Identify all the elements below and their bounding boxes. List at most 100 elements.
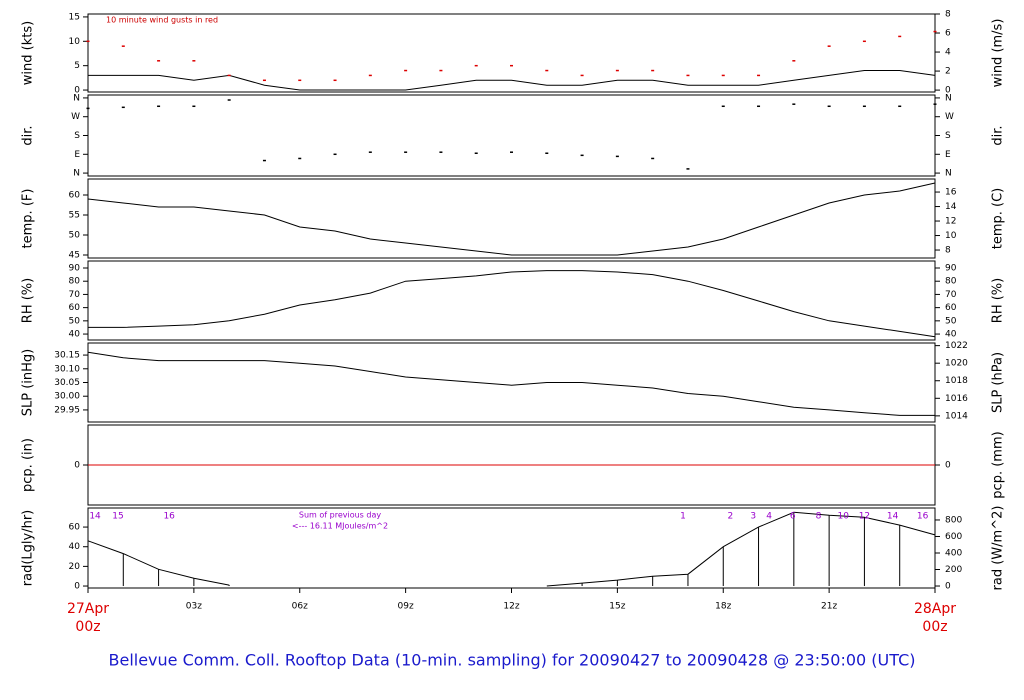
y-tick-label: 0 [74, 86, 80, 96]
y-tick-label: N [73, 169, 80, 179]
data-point [545, 69, 549, 72]
hour-mark: 10 [838, 512, 850, 522]
y2-tick-label: 0 [945, 582, 951, 592]
data-point [615, 69, 619, 72]
data-point [545, 152, 549, 154]
y2-tick-label: W [945, 112, 954, 122]
data-point [121, 106, 125, 109]
y-tick-label: 45 [69, 251, 80, 261]
y-tick-label: S [74, 131, 80, 141]
y-tick-label: 0 [74, 582, 80, 592]
hour-mark: 4 [766, 512, 772, 522]
y-tick-label: E [74, 150, 80, 160]
data-point [862, 40, 866, 43]
y2-tick-label: 8 [945, 10, 951, 20]
data-line [87, 511, 936, 587]
data-point [721, 105, 725, 108]
y2-tick-label: 50 [945, 316, 957, 326]
x-tick-label: 06z [292, 602, 308, 612]
data-point [404, 151, 408, 153]
data-point [439, 151, 443, 153]
y2-tick-label: 800 [945, 515, 962, 525]
data-point [757, 74, 761, 77]
y-axis-label: wind (kts) [21, 21, 36, 85]
start-date: 27Apr [67, 601, 109, 617]
hour-mark: 16 [917, 512, 929, 522]
panel-frame [87, 13, 936, 93]
y-tick-label: 10 [69, 37, 81, 47]
y2-tick-label: 0 [945, 461, 951, 471]
hour-mark: 16 [163, 512, 175, 522]
panel-frame [87, 178, 936, 259]
data-point [827, 45, 831, 47]
data-point [474, 64, 478, 67]
note: Sum of previous day [299, 511, 381, 520]
data-point [757, 105, 761, 108]
y-tick-label: 40 [69, 330, 81, 340]
y-tick-label: N [73, 93, 80, 103]
y-tick-label: 0 [74, 461, 80, 471]
data-point [368, 74, 372, 77]
data-point [86, 107, 90, 110]
hour-mark: 15 [112, 512, 123, 522]
data-line [87, 351, 935, 416]
y2-tick-label: 4 [945, 48, 951, 58]
y2-tick-label: N [945, 93, 952, 103]
data-point [298, 157, 302, 160]
y2-tick-label: 10 [945, 231, 957, 241]
y-tick-label: 30.05 [54, 378, 80, 388]
note: <--- 16.11 MJoules/m^2 [292, 522, 388, 531]
y2-tick-label: E [945, 150, 951, 160]
y-tick-label: 50 [69, 316, 81, 326]
y2-axis-label: RH (%) [991, 278, 1006, 323]
y2-axis-label: dir. [991, 125, 1006, 145]
hour-mark: 14 [89, 512, 101, 522]
data-point [933, 30, 937, 33]
x-tick-label: 00z [75, 619, 100, 635]
data-point [157, 60, 161, 62]
y-tick-label: 80 [69, 277, 81, 287]
y2-tick-label: 40 [945, 330, 957, 340]
y-tick-label: 29.95 [54, 405, 80, 415]
panel-frame [87, 260, 936, 341]
y2-axis-label: temp. (C) [991, 188, 1006, 250]
y2-tick-label: N [945, 169, 952, 179]
y-tick-label: 60 [69, 523, 81, 533]
data-point [192, 105, 196, 108]
data-point [262, 159, 266, 162]
y-axis-label: dir. [21, 125, 36, 145]
panel-frame [87, 507, 936, 589]
data-point [651, 157, 655, 160]
x-tick-label: 00z [922, 619, 947, 635]
y-axis-label: RH (%) [21, 278, 36, 323]
data-line [88, 70, 936, 91]
panel-frame [87, 342, 936, 423]
data-point [686, 168, 690, 170]
y2-tick-label: 1018 [945, 376, 968, 386]
y-axis-label: temp. (F) [21, 189, 36, 249]
data-point [580, 74, 584, 77]
data-point [792, 60, 796, 62]
data-point [227, 99, 231, 101]
y2-tick-label: 1020 [945, 359, 968, 369]
y2-tick-label: 2 [945, 67, 951, 77]
x-tick-label: 12z [503, 602, 519, 612]
x-tick-label: 21z [821, 602, 837, 612]
data-point [86, 40, 90, 43]
y-tick-label: W [71, 112, 80, 122]
data-point [227, 74, 231, 77]
y-tick-label: 50 [69, 231, 81, 241]
y-axis-label: rad(Lgly/hr) [21, 510, 36, 586]
data-point [298, 79, 302, 82]
hour-mark: 8 [816, 512, 822, 522]
y2-tick-label: 70 [945, 290, 957, 300]
y2-tick-label: 600 [945, 532, 962, 542]
data-point [262, 79, 266, 82]
hour-mark: 14 [887, 512, 899, 522]
y2-tick-label: 12 [945, 217, 956, 227]
y-tick-label: 30.15 [54, 351, 80, 361]
chart-title: Bellevue Comm. Coll. Rooftop Data (10-mi… [109, 651, 916, 670]
y-axis-label: SLP (inHg) [21, 349, 36, 417]
y2-tick-label: 90 [945, 264, 957, 274]
